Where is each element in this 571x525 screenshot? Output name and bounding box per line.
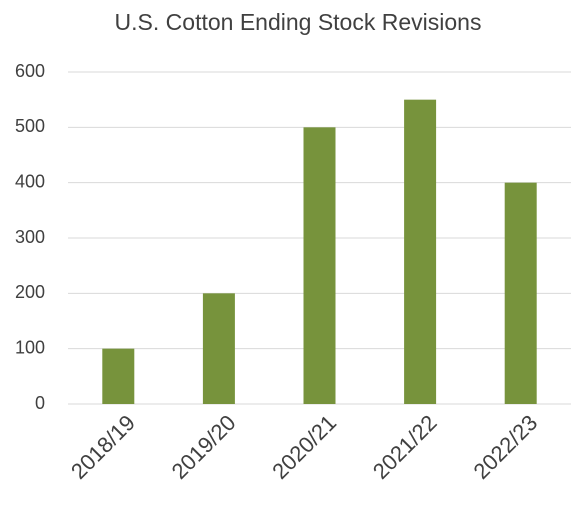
y-tick-label: 0	[35, 393, 45, 413]
y-tick-label: 500	[15, 116, 45, 136]
y-tick-label: 400	[15, 171, 45, 191]
bar	[202, 293, 235, 404]
x-tick-label: 2020/21	[267, 410, 341, 484]
chart-title: U.S. Cotton Ending Stock Revisions	[115, 9, 482, 35]
x-tick-label: 2022/23	[468, 410, 542, 484]
y-tick-label: 200	[15, 282, 45, 302]
bar	[303, 127, 336, 404]
y-tick-label: 300	[15, 227, 45, 247]
x-tick-label: 2018/19	[66, 410, 140, 484]
x-tick-label: 2019/20	[167, 410, 241, 484]
y-tick-label: 100	[15, 337, 45, 357]
y-tick-label: 600	[15, 61, 45, 81]
bar	[404, 99, 437, 405]
bar	[504, 182, 537, 404]
bar	[102, 348, 135, 404]
x-tick-label: 2021/22	[368, 410, 442, 484]
